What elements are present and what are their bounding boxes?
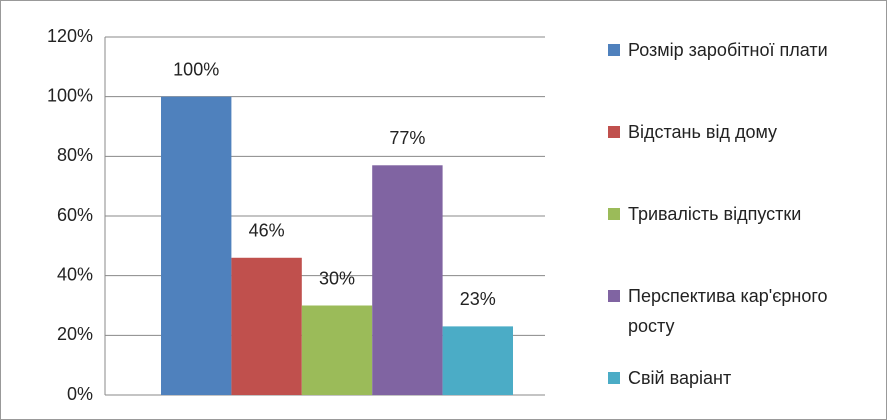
legend-swatch bbox=[608, 44, 620, 56]
legend-swatch bbox=[608, 208, 620, 220]
bar bbox=[372, 165, 443, 395]
legend-label: Перспектива кар'єрного росту bbox=[628, 286, 828, 336]
legend-item: Відстань від дому bbox=[608, 117, 868, 147]
y-tick-label: 60% bbox=[57, 205, 93, 225]
legend-label: Тривалість відпустки bbox=[628, 204, 802, 224]
y-tick-label: 100% bbox=[47, 85, 93, 105]
y-tick-label: 120% bbox=[47, 26, 93, 46]
bar bbox=[442, 326, 513, 395]
legend-swatch bbox=[608, 290, 620, 302]
y-tick-label: 20% bbox=[57, 324, 93, 344]
legend-item: Свій варіант bbox=[608, 363, 868, 393]
data-label: 46% bbox=[249, 221, 285, 241]
data-label: 23% bbox=[460, 289, 496, 309]
bar bbox=[231, 257, 302, 395]
legend-label: Відстань від дому bbox=[628, 122, 778, 142]
legend-label: Свій варіант bbox=[628, 368, 732, 388]
legend-item: Перспектива кар'єрного росту bbox=[608, 281, 868, 341]
y-tick-label: 80% bbox=[57, 145, 93, 165]
bar bbox=[301, 305, 373, 395]
y-tick-label: 0% bbox=[67, 384, 93, 404]
legend-item: Тривалість відпустки bbox=[608, 199, 868, 229]
bar bbox=[161, 96, 232, 396]
data-label: 30% bbox=[319, 268, 355, 288]
y-tick-label: 40% bbox=[57, 264, 93, 284]
legend-swatch bbox=[608, 126, 620, 138]
legend-item: Розмір заробітної плати bbox=[608, 35, 868, 65]
legend-label: Розмір заробітної плати bbox=[628, 40, 828, 60]
data-label: 77% bbox=[389, 128, 425, 148]
data-label: 100% bbox=[173, 59, 219, 79]
legend-swatch bbox=[608, 372, 620, 384]
